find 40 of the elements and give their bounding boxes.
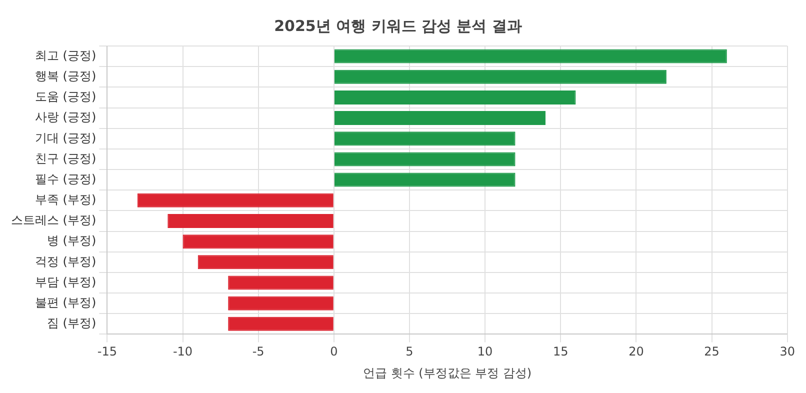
x-tick-label: 20 — [628, 344, 644, 359]
bar — [334, 132, 516, 146]
y-tick-label: 스트레스 (부정) — [10, 213, 96, 228]
bar — [198, 255, 334, 270]
x-tick-label: -15 — [97, 344, 117, 359]
chart-title: 2025년 여행 키워드 감성 분석 결과 — [274, 16, 522, 35]
x-tick-label: -10 — [172, 344, 193, 359]
y-tick-label: 부담 (부정) — [34, 274, 96, 289]
bar — [182, 234, 334, 249]
x-tick-label: 25 — [704, 344, 720, 359]
x-tick-label: 15 — [552, 344, 568, 359]
y-tick-label: 행복 (긍정) — [34, 69, 96, 84]
bar — [228, 316, 334, 331]
y-tick-label: 기대 (긍정) — [34, 130, 96, 145]
bar — [228, 276, 334, 290]
y-tick-label: 필수 (긍정) — [34, 172, 96, 186]
x-tick-label: 30 — [780, 344, 796, 359]
y-tick-label: 병 (부정) — [46, 234, 96, 248]
x-tick-label: -5 — [252, 344, 264, 359]
bar — [334, 90, 576, 104]
x-tick-label: 5 — [406, 344, 414, 359]
y-tick-label: 도움 (긍정) — [34, 90, 96, 104]
bar — [137, 193, 334, 208]
bar — [168, 214, 334, 228]
bar — [334, 49, 727, 64]
y-tick-label: 짐 (부정) — [46, 316, 96, 330]
x-tick-label: 0 — [330, 344, 338, 359]
y-tick-label: 부족 (부정) — [34, 192, 96, 207]
y-tick-label: 친구 (긍정) — [34, 151, 96, 166]
x-axis-title: 언급 횟수 (부정값은 부정 감성) — [362, 366, 532, 380]
bar — [334, 70, 666, 84]
bar — [334, 111, 546, 126]
y-tick-label: 사랑 (긍정) — [34, 110, 96, 124]
bar — [228, 296, 334, 310]
y-tick-label: 걱정 (부정) — [34, 254, 96, 268]
bar — [334, 152, 516, 166]
y-tick-label: 불편 (부정) — [34, 295, 96, 310]
y-tick-label: 최고 (긍정) — [34, 48, 96, 62]
x-tick-label: 10 — [477, 344, 493, 359]
bar — [334, 172, 516, 187]
